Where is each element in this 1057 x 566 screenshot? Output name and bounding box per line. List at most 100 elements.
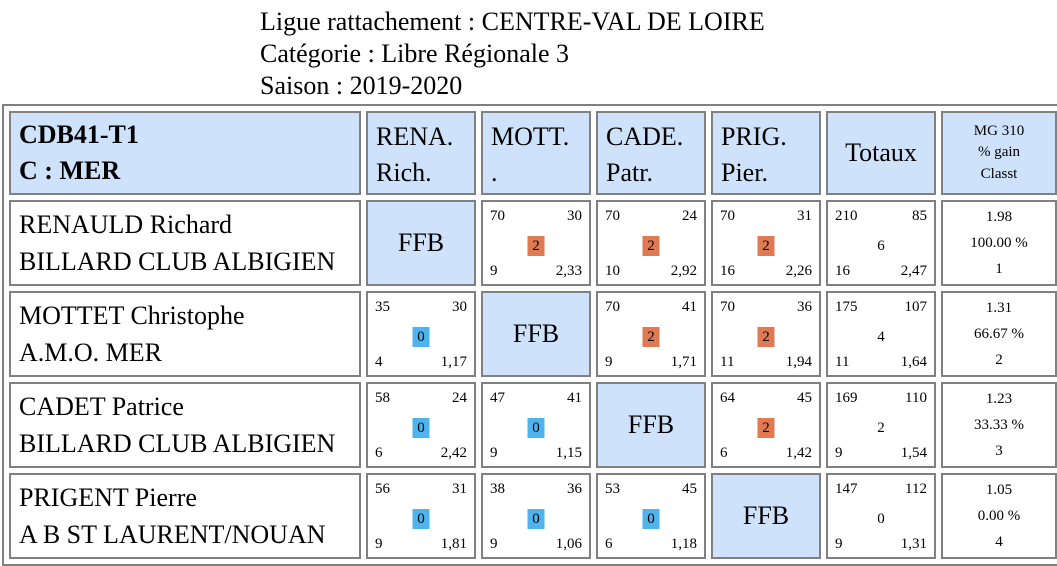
points: 58 — [375, 390, 390, 406]
score-block: 38 36 0 9 1,06 — [483, 475, 589, 557]
player-club: A.M.O. MER — [19, 338, 163, 367]
totaux-cell: 147 112 0 9 1,31 — [826, 473, 936, 559]
series: 45 — [682, 481, 697, 497]
match-points-badge: 2 — [877, 420, 885, 436]
points: 56 — [375, 481, 390, 497]
player-name: MOTTET Christophe — [19, 301, 245, 330]
reprises: 16 — [835, 263, 850, 279]
player-cell: PRIGENT Pierre A B ST LAURENT/NOUAN — [9, 473, 361, 559]
moyenne: 1,71 — [670, 354, 697, 370]
ffb-cell: FFB — [711, 473, 821, 559]
reprises: 11 — [835, 354, 850, 370]
ffb-cell: FFB — [596, 382, 706, 468]
totaux-cell: 210 85 6 16 2,47 — [826, 200, 936, 286]
moyenne: 1,18 — [670, 536, 697, 552]
match-cell: 53 45 0 6 1,18 — [596, 473, 706, 559]
player-name: RENAULD Richard — [19, 210, 233, 239]
match-points-badge: 2 — [757, 327, 775, 347]
table-title: CDB41-T1 — [19, 120, 139, 149]
opponent-header-line1: CADE. — [606, 122, 684, 151]
page-header: Ligue rattachement : CENTRE-VAL DE LOIRE… — [260, 6, 765, 102]
moyenne: 2,33 — [555, 263, 582, 279]
points: 169 — [835, 390, 858, 406]
moyenne-generale: 1.05 — [985, 482, 1013, 498]
match-cell: 70 36 2 11 1,94 — [711, 291, 821, 377]
points: 175 — [835, 299, 858, 315]
points: 70 — [490, 208, 505, 224]
opponent-header-line2: Pier. — [721, 158, 768, 187]
moyenne: 2,42 — [440, 445, 467, 461]
match-cell: 70 31 2 16 2,26 — [711, 200, 821, 286]
table-row: MOTTET Christophe A.M.O. MER 35 30 0 4 1,17 FFB… — [9, 291, 1057, 377]
series: 24 — [682, 208, 697, 224]
match-cell: 70 24 2 10 2,92 — [596, 200, 706, 286]
player-club: BILLARD CLUB ALBIGIEN — [19, 247, 336, 276]
match-points-badge: 0 — [412, 418, 430, 438]
match-points-badge: 2 — [527, 236, 545, 256]
mg-cell: 1.98 100.00 % 1 — [941, 200, 1057, 286]
points: 47 — [490, 390, 505, 406]
match-points-badge: 0 — [642, 509, 660, 529]
table-subtitle: C : MER — [19, 156, 121, 185]
points: 210 — [835, 208, 858, 224]
player-cell: RENAULD Richard BILLARD CLUB ALBIGIEN — [9, 200, 361, 286]
score-block: 35 30 0 4 1,17 — [368, 293, 474, 375]
score-block: 70 31 2 16 2,26 — [713, 202, 819, 284]
classement: 4 — [995, 534, 1003, 550]
score-block: 56 31 0 9 1,81 — [368, 475, 474, 557]
match-cell: 58 24 0 6 2,42 — [366, 382, 476, 468]
points: 147 — [835, 481, 858, 497]
classement: 1 — [995, 261, 1003, 277]
moyenne: 1,06 — [555, 536, 582, 552]
mg-header-line3: Classt — [980, 165, 1018, 182]
reprises: 9 — [490, 445, 498, 461]
player-cell: CADET Patrice BILLARD CLUB ALBIGIEN — [9, 382, 361, 468]
score-block: 210 85 6 16 2,47 — [828, 202, 934, 284]
opponent-header: PRIG. Pier. — [711, 111, 821, 195]
series: 30 — [567, 208, 582, 224]
reprises: 9 — [375, 536, 383, 552]
match-points-badge: 6 — [877, 238, 885, 254]
moyenne-generale: 1.31 — [985, 300, 1013, 316]
score-block: 58 24 0 6 2,42 — [368, 384, 474, 466]
series: 41 — [567, 390, 582, 406]
reprises: 6 — [605, 536, 613, 552]
match-points-badge: 2 — [642, 236, 660, 256]
points: 64 — [720, 390, 735, 406]
series: 85 — [912, 208, 927, 224]
score-block: 169 110 2 9 1,54 — [828, 384, 934, 466]
reprises: 9 — [835, 536, 843, 552]
match-points-badge: 0 — [527, 418, 545, 438]
mg-header-line1: MG 310 — [973, 122, 1025, 139]
points: 70 — [720, 208, 735, 224]
opponent-header-line1: MOTT. — [491, 122, 570, 151]
moyenne: 1,81 — [440, 536, 467, 552]
table-title-cell: CDB41-T1 C : MER — [9, 111, 361, 195]
moyenne: 1,64 — [900, 354, 927, 370]
reprises: 11 — [720, 354, 735, 370]
player-cell: MOTTET Christophe A.M.O. MER — [9, 291, 361, 377]
points: 70 — [720, 299, 735, 315]
opponent-header-line1: RENA. — [376, 122, 454, 151]
series: 112 — [905, 481, 927, 497]
match-points-badge: 2 — [757, 236, 775, 256]
reprises: 9 — [835, 445, 843, 461]
opponent-header-line2: Patr. — [606, 158, 653, 187]
match-cell: 38 36 0 9 1,06 — [481, 473, 591, 559]
points: 70 — [605, 208, 620, 224]
match-cell: 56 31 0 9 1,81 — [366, 473, 476, 559]
gain-percent: 100.00 % — [970, 235, 1028, 251]
player-club: A B ST LAURENT/NOUAN — [19, 520, 326, 549]
opponent-header: CADE. Patr. — [596, 111, 706, 195]
reprises: 16 — [720, 263, 735, 279]
series: 31 — [452, 481, 467, 497]
match-cell: 64 45 2 6 1,42 — [711, 382, 821, 468]
player-club: BILLARD CLUB ALBIGIEN — [19, 429, 336, 458]
saison-label: Saison : 2019-2020 — [260, 71, 463, 100]
reprises: 6 — [375, 445, 383, 461]
series: 36 — [797, 299, 812, 315]
score-block: 147 112 0 9 1,31 — [828, 475, 934, 557]
match-points-badge: 0 — [877, 511, 885, 527]
reprises: 10 — [605, 263, 620, 279]
totaux-cell: 169 110 2 9 1,54 — [826, 382, 936, 468]
